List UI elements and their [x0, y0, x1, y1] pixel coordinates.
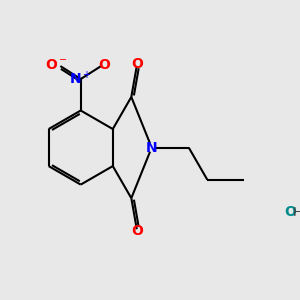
- Text: O: O: [131, 57, 143, 71]
- Text: O: O: [98, 58, 110, 72]
- Text: O$^-$: O$^-$: [45, 58, 68, 72]
- Text: N: N: [146, 141, 158, 154]
- Text: O: O: [284, 205, 296, 219]
- Text: H: H: [292, 206, 300, 219]
- Text: O: O: [131, 224, 143, 238]
- Text: N$^+$: N$^+$: [69, 70, 92, 88]
